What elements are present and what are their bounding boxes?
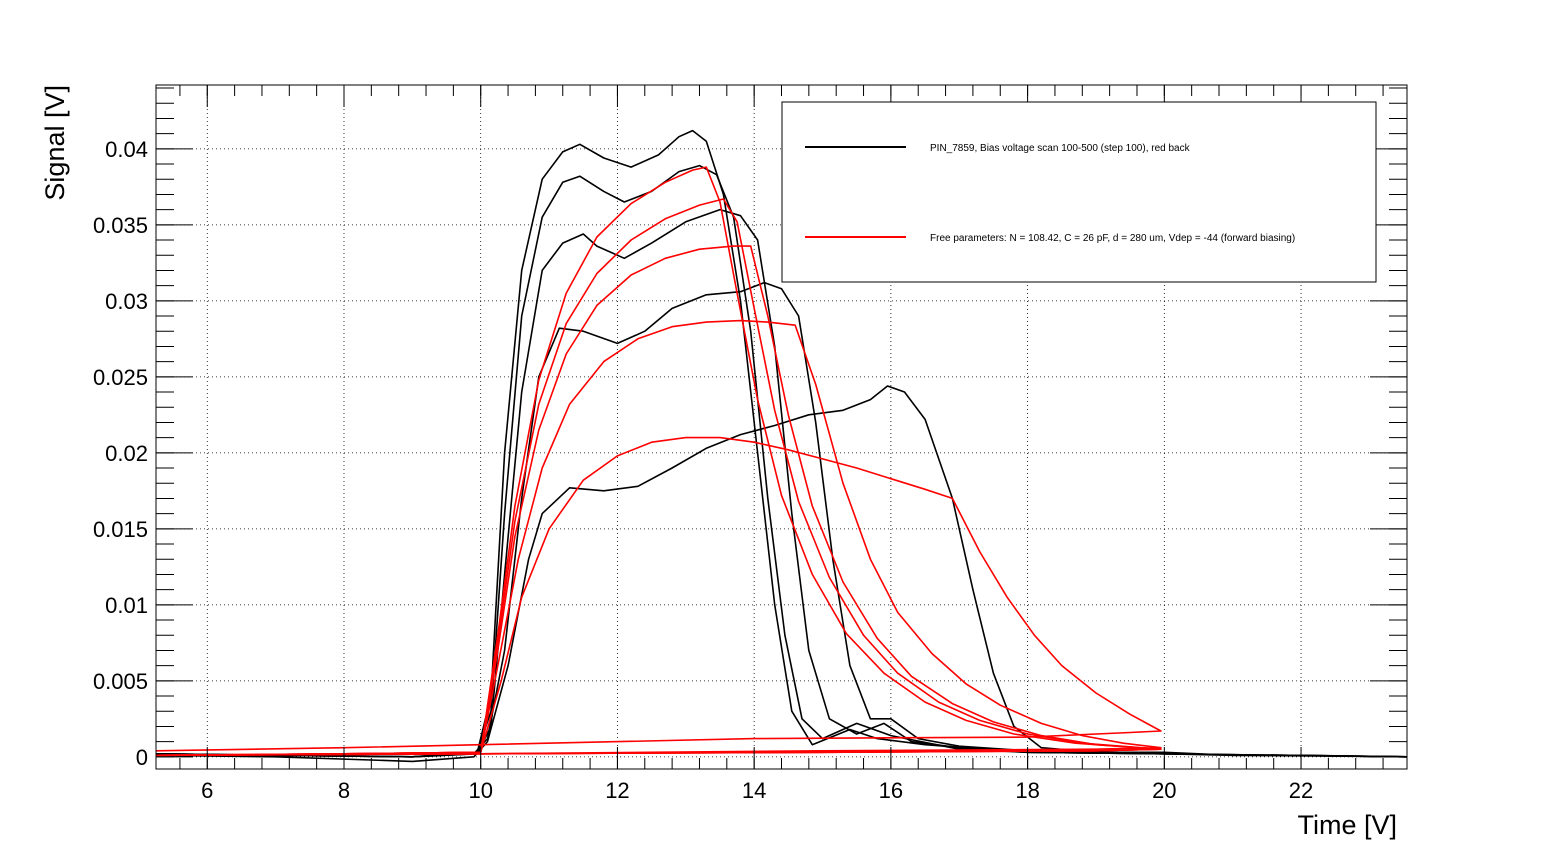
legend-label-measured: PIN_7859, Bias voltage scan 100-500 (ste… <box>930 143 1191 154</box>
measured-series-line-0 <box>156 385 1407 763</box>
x-tick-label: 20 <box>1152 778 1176 803</box>
x-tick-label: 12 <box>605 778 629 803</box>
x-tick-label: 6 <box>201 778 213 803</box>
y-tick-label: 0.015 <box>93 517 148 542</box>
model-series-line-9 <box>156 166 1162 757</box>
y-axis-tick-labels: 0 0.005 0.01 0.015 0.02 0.025 0.03 0.035 0.04 <box>93 137 148 770</box>
x-tick-label: 18 <box>1015 778 1039 803</box>
x-tick-label: 22 <box>1289 778 1313 803</box>
model-series-line-5 <box>156 436 1162 757</box>
x-tick-label: 10 <box>468 778 492 803</box>
measured-series-line-1 <box>156 281 1407 758</box>
y-tick-label: 0.04 <box>105 137 148 162</box>
y-tick-label: 0.02 <box>105 441 148 466</box>
y-tick-label: 0.025 <box>93 365 148 390</box>
y-tick-label: 0.01 <box>105 593 148 618</box>
legend-box <box>781 101 1377 283</box>
x-axis-tick-labels: 6 8 10 12 14 16 18 20 22 <box>201 778 1313 803</box>
y-tick-label: 0.03 <box>105 289 148 314</box>
x-tick-label: 16 <box>879 778 903 803</box>
legend-label-model: Free parameters: N = 108.42, C = 26 pF, … <box>930 233 1295 244</box>
y-tick-label: 0.005 <box>93 669 148 694</box>
y-tick-label: 0 <box>136 745 148 770</box>
series-group <box>156 129 1407 763</box>
measured-series-line-3 <box>156 164 1407 758</box>
x-axis-title: Time [V] <box>1297 810 1397 840</box>
y-axis-title: Signal [V] <box>40 85 70 201</box>
legend: PIN_7859, Bias voltage scan 100-500 (ste… <box>781 101 1377 283</box>
y-tick-label: 0.035 <box>93 213 148 238</box>
measured-series-line-4 <box>156 129 1407 758</box>
axis-ticks <box>156 85 1407 769</box>
model-series-line-6 <box>156 319 1162 757</box>
x-tick-label: 14 <box>742 778 766 803</box>
x-tick-label: 8 <box>338 778 350 803</box>
